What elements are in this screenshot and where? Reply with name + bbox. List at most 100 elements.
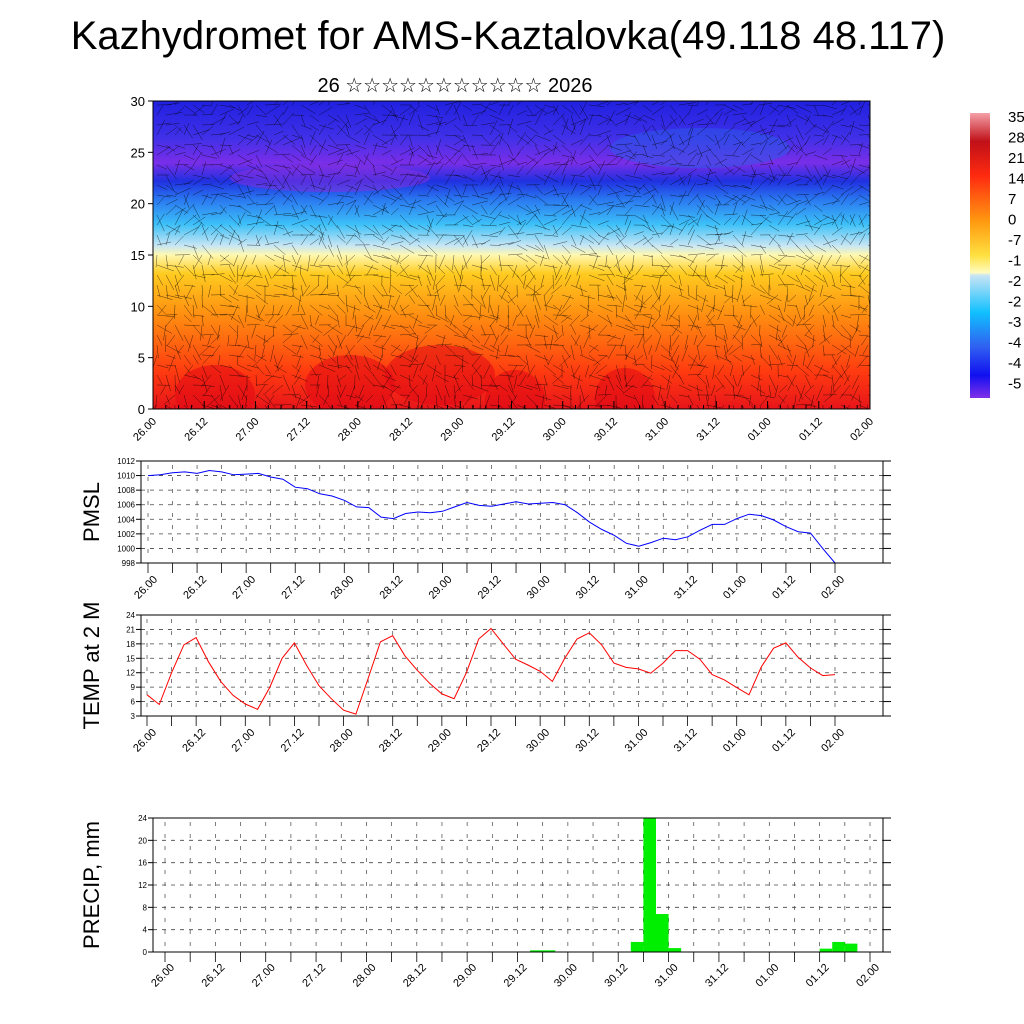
- wind-barb: [831, 344, 847, 355]
- x-tick-label: 27.00: [229, 727, 257, 755]
- wind-barb: [516, 244, 528, 251]
- wind-barb: [264, 404, 268, 409]
- wind-barb: [795, 364, 810, 377]
- wind-barb: [498, 192, 512, 196]
- wind-barb: [489, 114, 505, 122]
- wind-barb: [228, 324, 237, 333]
- wind-barb: [201, 194, 213, 199]
- wind-barb: [605, 254, 608, 267]
- y-tick-label: 25: [131, 145, 145, 160]
- wind-barb: [723, 194, 737, 201]
- wind-barb: [705, 171, 717, 176]
- wind-barb: [696, 101, 699, 106]
- wind-barb: [615, 294, 623, 304]
- wind-barb: [669, 154, 679, 165]
- wind-barb: [597, 304, 613, 312]
- wind-barb: [471, 354, 484, 356]
- wind-barb: [750, 384, 766, 394]
- wind-barb: [795, 194, 809, 196]
- wind-barb: [153, 404, 158, 409]
- wind-barb: [696, 123, 715, 126]
- wind-barb: [658, 304, 662, 317]
- wind-barb: [309, 334, 324, 347]
- wind-barb: [543, 294, 547, 312]
- wind-barb: [390, 184, 403, 197]
- wind-barb: [543, 264, 558, 269]
- wind-barb: [579, 119, 586, 136]
- wind-barb: [480, 344, 494, 352]
- wind-barb: [381, 104, 397, 117]
- y-tick-label: 16: [138, 859, 147, 868]
- wind-barb: [156, 144, 170, 149]
- wind-barb: [201, 274, 215, 276]
- wind-barb: [687, 284, 690, 296]
- precip-bar: [643, 818, 656, 952]
- wind-barb: [255, 404, 259, 409]
- wind-barb: [651, 384, 665, 390]
- wind-barb: [732, 118, 746, 126]
- wind-barb: [327, 144, 343, 151]
- wind-barb: [804, 194, 811, 206]
- wind-barb: [193, 254, 203, 269]
- wind-barb: [471, 234, 478, 248]
- wind-barb: [849, 105, 863, 116]
- wind-barb: [336, 384, 341, 397]
- wind-barb: [561, 324, 564, 336]
- wind-barb: [187, 334, 194, 352]
- wind-barb: [795, 384, 804, 400]
- wind-barb: [543, 384, 547, 401]
- wind-barb: [856, 354, 869, 368]
- wind-barb: [354, 164, 360, 175]
- wind-barb: [633, 324, 649, 328]
- wind-barb: [318, 174, 324, 186]
- wind-barb: [282, 170, 291, 186]
- wind-barb: [389, 384, 401, 396]
- wind-barb: [496, 344, 500, 360]
- wind-barb: [795, 304, 801, 320]
- wind-barb: [408, 174, 423, 177]
- wind-barb: [732, 167, 741, 176]
- wind-barb: [768, 274, 771, 291]
- x-tick-label: 26.12: [181, 574, 209, 602]
- wind-barb: [822, 274, 829, 288]
- wind-barb: [255, 114, 268, 118]
- wind-barb: [544, 284, 554, 296]
- x-tick-label: 31.00: [623, 727, 651, 755]
- wind-barb: [339, 384, 347, 399]
- wind-barb: [786, 232, 793, 246]
- wind-barb: [723, 294, 734, 304]
- wind-barb: [507, 253, 523, 256]
- wind-barb: [497, 394, 500, 409]
- wind-barb: [300, 284, 304, 297]
- wind-barb: [417, 134, 431, 137]
- wind-barb: [534, 214, 546, 230]
- wind-barb: [750, 244, 767, 249]
- precip-bar: [832, 941, 845, 952]
- wind-barb: [687, 384, 703, 392]
- wind-barb: [219, 234, 230, 240]
- wind-barb: [390, 154, 398, 163]
- x-tick-label: 01.12: [797, 416, 825, 444]
- wind-barb: [408, 200, 422, 206]
- wind-barb: [624, 215, 629, 226]
- wind-barb: [327, 201, 345, 206]
- wind-barb: [165, 394, 171, 405]
- wind-barb: [480, 274, 485, 290]
- wind-barb: [714, 112, 723, 126]
- wind-barb: [692, 264, 698, 277]
- wind-barb: [416, 404, 419, 409]
- wind-barb: [570, 175, 575, 186]
- x-tick-label: 27.12: [279, 574, 307, 602]
- wind-barb: [656, 274, 662, 291]
- wind-barb: [725, 344, 734, 355]
- wind-barb: [777, 137, 794, 146]
- wind-barb: [345, 184, 358, 190]
- wind-barb: [572, 364, 581, 378]
- wind-barb: [426, 264, 434, 281]
- wind-barb: [597, 284, 599, 301]
- wind-barb: [381, 394, 388, 409]
- wind-barb: [815, 364, 824, 380]
- wind-barb: [737, 384, 743, 397]
- wind-barb: [424, 324, 437, 334]
- wind-barb: [670, 344, 680, 361]
